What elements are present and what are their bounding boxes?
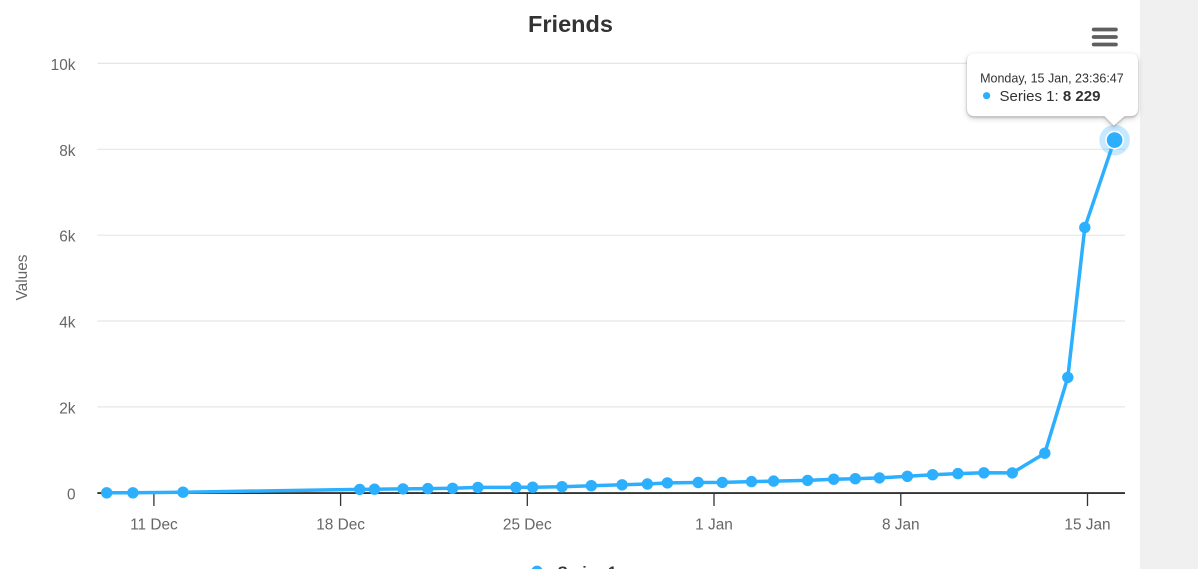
svg-text:15 Jan: 15 Jan [1064, 516, 1110, 533]
svg-text:10k: 10k [51, 57, 76, 74]
svg-text:Series 1: 8 229: Series 1: 8 229 [1000, 88, 1101, 105]
svg-text:2k: 2k [59, 400, 76, 417]
svg-text:8k: 8k [59, 143, 76, 160]
svg-text:6k: 6k [59, 229, 76, 246]
svg-text:25 Dec: 25 Dec [503, 516, 552, 533]
svg-text:Friends: Friends [528, 11, 613, 37]
svg-text:11 Dec: 11 Dec [130, 516, 178, 533]
svg-text:8 Jan: 8 Jan [882, 516, 920, 533]
svg-text:Series 1: Series 1 [558, 565, 617, 569]
svg-text:4k: 4k [59, 315, 76, 332]
svg-text:18 Dec: 18 Dec [316, 516, 365, 533]
svg-text:Monday, 15 Jan, 23:36:47: Monday, 15 Jan, 23:36:47 [980, 71, 1124, 85]
svg-text:0: 0 [67, 486, 76, 503]
svg-text:Values: Values [14, 254, 31, 300]
svg-text:1 Jan: 1 Jan [695, 516, 733, 533]
